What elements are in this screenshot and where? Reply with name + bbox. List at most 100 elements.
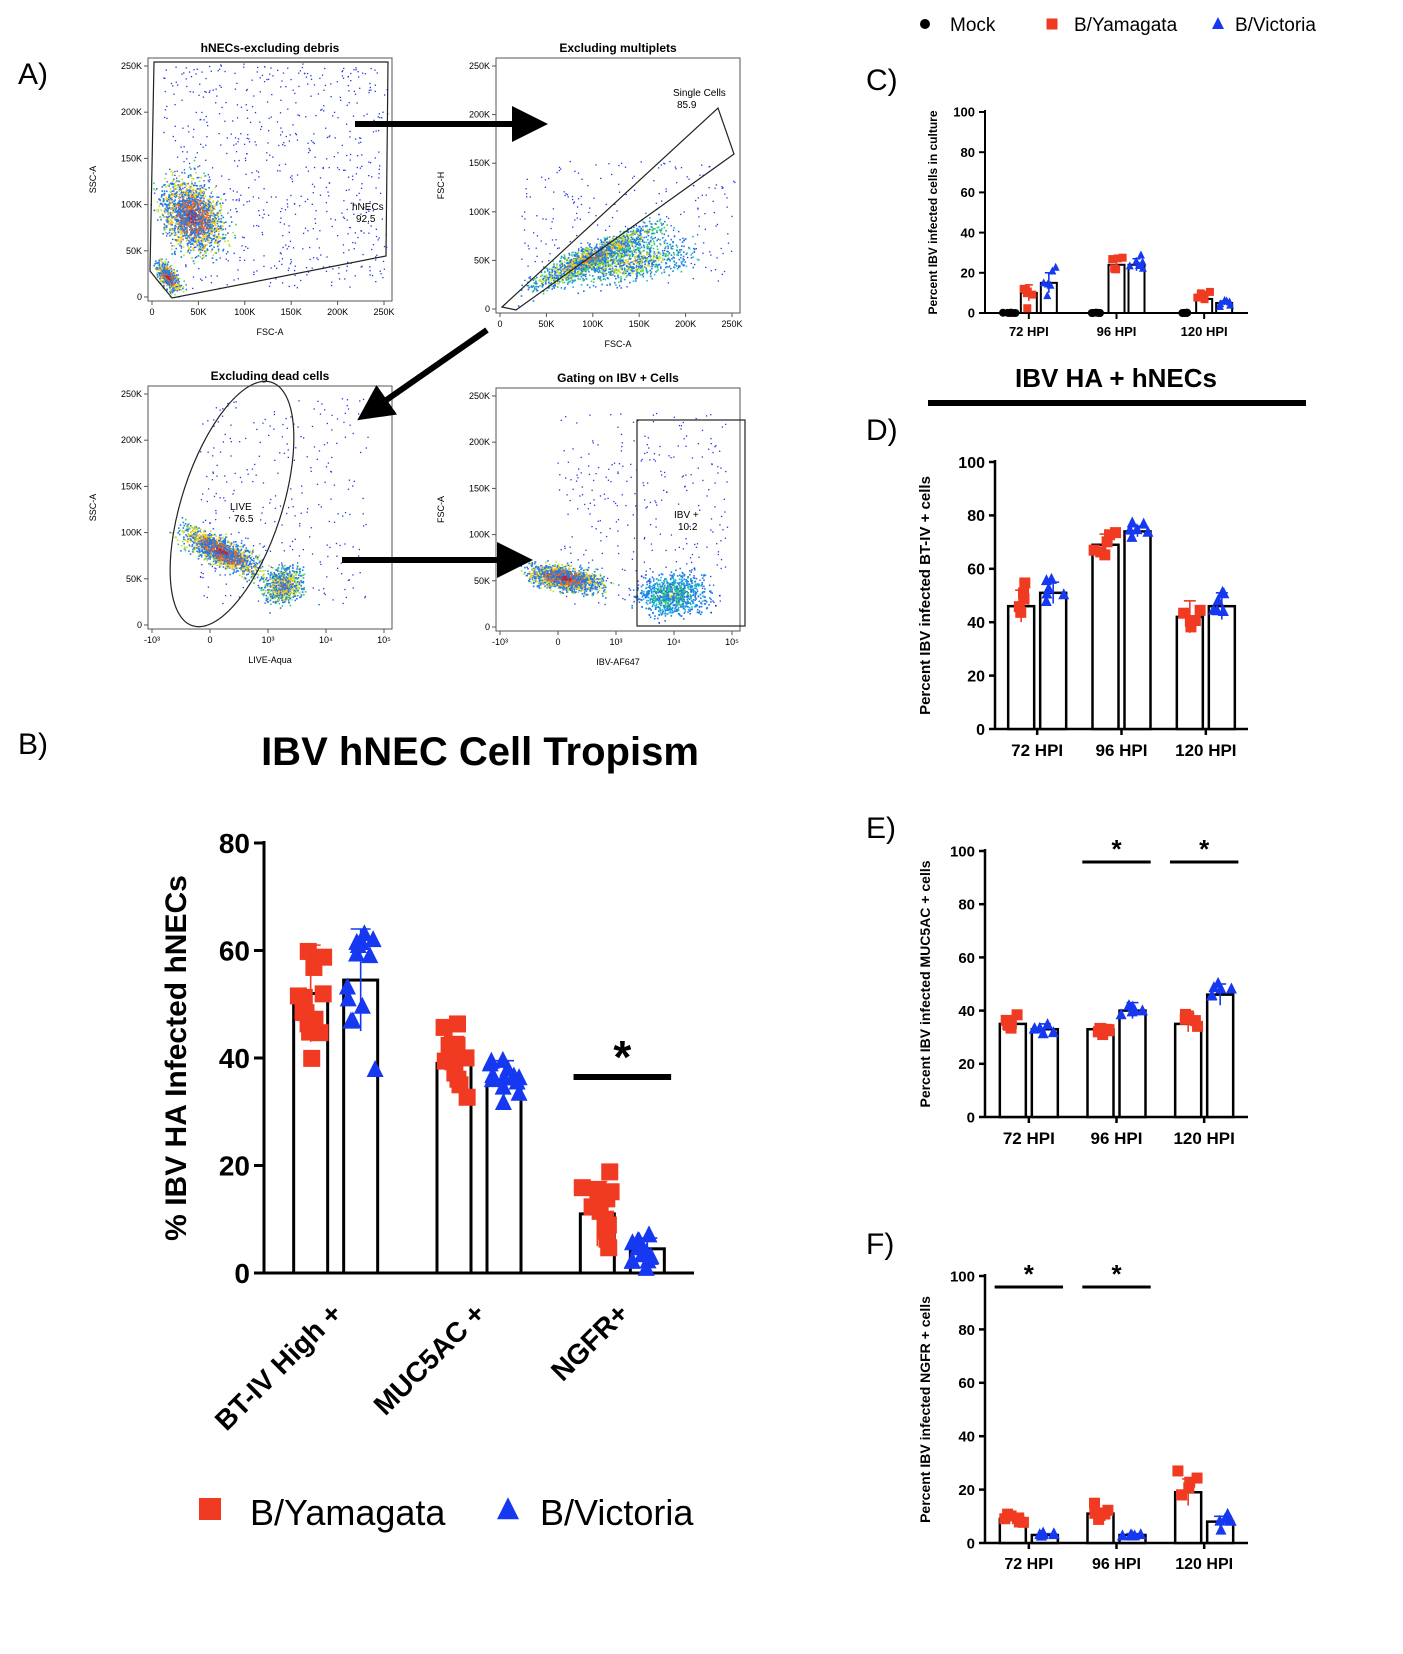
- event-dot: [196, 232, 199, 235]
- event-dot: [526, 285, 529, 287]
- event-dot: [535, 280, 537, 282]
- event-dot: [164, 207, 167, 210]
- event-dot: [554, 266, 557, 269]
- event-dot: [615, 266, 618, 268]
- event-dot: [169, 190, 172, 193]
- event-dot: [583, 249, 586, 251]
- event-dot: [563, 258, 566, 260]
- event-dot: [175, 207, 178, 210]
- event-dot: [177, 206, 180, 209]
- event-dot: [210, 203, 212, 205]
- event-dot: [533, 232, 535, 234]
- event-dot: [170, 282, 173, 284]
- event-dot: [178, 180, 180, 183]
- event-dot: [177, 212, 180, 215]
- event-dot: [187, 222, 189, 225]
- event-dot: [582, 264, 585, 266]
- event-dot: [222, 216, 225, 219]
- event-dot: [367, 208, 370, 210]
- event-dot: [533, 287, 536, 289]
- event-dot: [200, 216, 202, 219]
- event-dot: [606, 245, 608, 248]
- event-dot: [595, 250, 598, 252]
- event-dot: [179, 203, 182, 205]
- event-dot: [238, 200, 240, 202]
- event-dot: [165, 235, 168, 237]
- event-dot: [188, 252, 191, 254]
- event-dot: [181, 210, 183, 213]
- event-dot: [646, 232, 648, 235]
- event-dot: [598, 263, 600, 266]
- event-dot: [201, 212, 204, 214]
- event-dot: [269, 73, 271, 75]
- event-dot: [176, 222, 179, 225]
- event-dot: [189, 193, 191, 196]
- event-dot: [587, 256, 589, 259]
- event-dot: [198, 203, 200, 206]
- event-dot: [669, 252, 671, 254]
- event-dot: [371, 248, 373, 251]
- event-dot: [164, 183, 166, 186]
- event-dot: [342, 70, 344, 72]
- event-dot: [184, 235, 187, 237]
- event-dot: [597, 257, 600, 260]
- event-dot: [229, 245, 231, 248]
- event-dot: [199, 252, 201, 255]
- event-dot: [235, 223, 237, 226]
- event-dot: [623, 240, 626, 243]
- event-dot: [183, 199, 185, 202]
- event-dot: [227, 240, 229, 242]
- event-dot: [205, 202, 207, 204]
- event-dot: [196, 176, 199, 179]
- event-dot: [233, 144, 235, 146]
- event-dot: [534, 288, 536, 291]
- event-dot: [548, 271, 551, 273]
- event-dot: [200, 184, 203, 187]
- event-dot: [701, 194, 704, 196]
- event-dot: [203, 244, 206, 247]
- event-dot: [180, 200, 182, 202]
- event-dot: [588, 251, 590, 254]
- event-dot: [320, 109, 322, 111]
- event-dot: [186, 151, 188, 153]
- event-dot: [299, 205, 301, 207]
- event-dot: [192, 217, 194, 220]
- event-dot: [542, 278, 544, 281]
- event-dot: [657, 226, 660, 229]
- event-dot: [194, 217, 196, 220]
- event-dot: [606, 250, 608, 253]
- event-dot: [305, 76, 308, 78]
- event-dot: [232, 199, 234, 201]
- event-dot: [574, 257, 577, 260]
- event-dot: [577, 273, 580, 276]
- event-dot: [363, 206, 365, 209]
- event-dot: [170, 193, 172, 196]
- event-dot: [158, 272, 160, 274]
- event-dot: [598, 270, 601, 272]
- event-dot: [716, 223, 719, 226]
- event-dot: [176, 156, 179, 158]
- event-dot: [203, 201, 205, 203]
- event-dot: [178, 240, 180, 242]
- event-dot: [562, 263, 565, 266]
- event-dot: [551, 285, 554, 288]
- event-dot: [620, 247, 623, 249]
- event-dot: [605, 248, 608, 251]
- event-dot: [170, 272, 172, 274]
- event-dot: [558, 281, 561, 283]
- event-dot: [190, 204, 193, 206]
- event-dot: [168, 203, 171, 206]
- event-dot: [220, 86, 222, 88]
- event-dot: [214, 208, 216, 210]
- event-dot: [656, 220, 659, 223]
- event-dot: [191, 205, 193, 208]
- event-dot: [186, 244, 189, 246]
- event-dot: [536, 235, 539, 237]
- event-dot: [268, 117, 270, 119]
- event-dot: [638, 238, 640, 241]
- event-dot: [298, 85, 300, 88]
- event-dot: [183, 232, 186, 235]
- event-dot: [182, 235, 184, 237]
- event-dot: [600, 257, 603, 260]
- event-dot: [521, 284, 524, 287]
